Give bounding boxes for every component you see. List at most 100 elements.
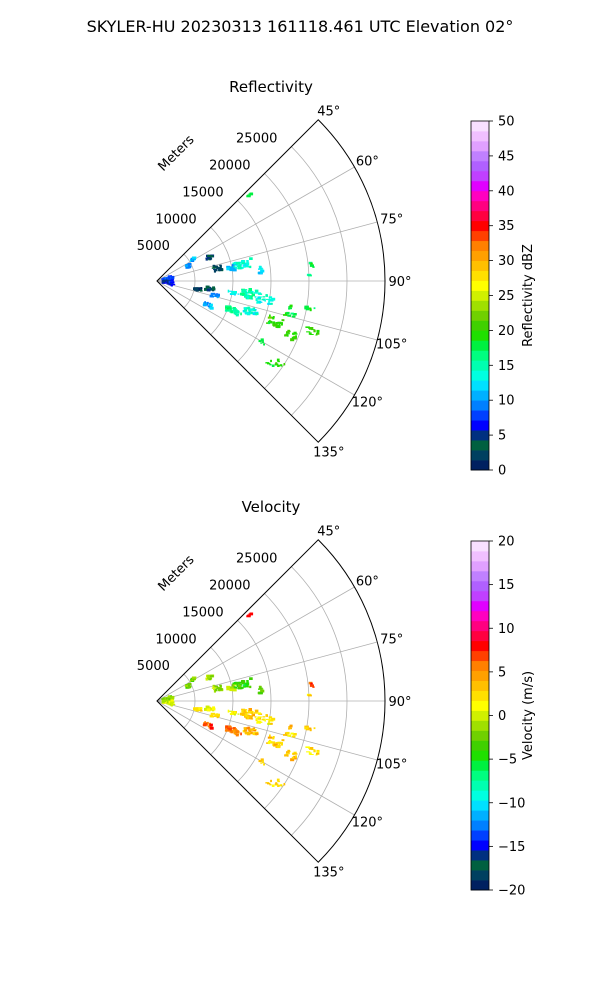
- echo-gate: [248, 193, 253, 196]
- echo-gate: [247, 614, 251, 617]
- echo-gate: [165, 699, 169, 703]
- echo-gate: [233, 264, 235, 268]
- colorbar-segment: [471, 220, 489, 232]
- echo-gate: [170, 697, 175, 700]
- echo-gate: [264, 719, 266, 722]
- colorbar-segment: [471, 390, 489, 401]
- echo-gate: [227, 289, 230, 293]
- echo-gate: [308, 326, 310, 329]
- echo-gate: [195, 289, 199, 292]
- sector-outline: [156, 539, 386, 863]
- echo-cluster: [242, 726, 259, 736]
- echo-gate: [192, 256, 197, 259]
- echo-cluster: [193, 287, 203, 292]
- echo-gate: [248, 710, 252, 714]
- echo-gate: [184, 684, 188, 687]
- echo-gate: [251, 713, 254, 716]
- echo-gate: [228, 308, 230, 311]
- colorbar-segment: [471, 860, 489, 871]
- echo-gate: [171, 703, 176, 706]
- colorbar-segment: [471, 430, 489, 441]
- echo-gate: [237, 687, 239, 690]
- echo-gate: [233, 686, 237, 689]
- echo-gate: [277, 321, 282, 324]
- echo-cluster: [304, 725, 316, 732]
- echo-gate: [260, 342, 263, 344]
- azimuth-gridline: [156, 280, 378, 341]
- echo-gate: [268, 296, 273, 299]
- echo-gate: [244, 729, 248, 732]
- echo-gate: [219, 688, 223, 691]
- echo-gate: [205, 677, 208, 681]
- echo-gate: [224, 729, 229, 732]
- colorbar-segment: [471, 130, 489, 142]
- echo-cluster: [240, 708, 263, 722]
- echo-gate: [257, 716, 261, 719]
- echo-gate: [245, 713, 249, 715]
- echo-gate: [289, 724, 293, 728]
- echo-gate: [229, 311, 232, 313]
- echo-gate: [248, 708, 252, 711]
- echo-gate: [187, 262, 192, 266]
- echo-gate: [286, 331, 290, 334]
- echo-gate: [212, 684, 216, 688]
- echo-gate: [306, 331, 311, 333]
- theta-tick-label: 135°: [313, 445, 344, 460]
- echo-gate: [237, 687, 242, 690]
- echo-gate: [233, 312, 237, 315]
- echo-cluster: [209, 712, 220, 719]
- echo-gate: [233, 731, 236, 734]
- colorbar-segment: [471, 660, 489, 672]
- echo-gate: [316, 751, 319, 753]
- colorbar-segment: [471, 810, 489, 821]
- colorbar-tick-label: 25: [498, 289, 515, 304]
- echo-gate: [209, 714, 213, 718]
- panel-title: Reflectivity: [229, 78, 313, 96]
- range-tick-label: 25000: [236, 132, 277, 147]
- echo-gate: [217, 293, 219, 297]
- echo-gate: [195, 709, 199, 712]
- echo-gate: [247, 295, 252, 299]
- colorbar-segment: [471, 640, 489, 652]
- echo-gate: [271, 717, 276, 721]
- echo-gate: [310, 754, 314, 755]
- echo-gate: [245, 297, 248, 299]
- colorbar-segment: [471, 300, 489, 311]
- colorbar-tick-label: 15: [498, 578, 515, 593]
- reflectivity-panel: Reflectivity 45° 60° 75° 90° 105° 120° 135° 5000…: [137, 78, 536, 479]
- echo-gate: [259, 300, 262, 303]
- echo-gate: [287, 754, 289, 757]
- echo-gate: [309, 308, 312, 312]
- echo-gate: [286, 751, 290, 754]
- echo-gate: [270, 722, 273, 725]
- echo-gate: [305, 746, 310, 748]
- echo-gate: [198, 289, 203, 292]
- echo-gate: [246, 680, 249, 682]
- azimuth-gridline: [156, 641, 378, 702]
- colorbar-segment: [471, 630, 489, 642]
- echo-gate: [267, 320, 273, 323]
- echo-gate: [308, 752, 312, 755]
- echo-gate: [295, 335, 297, 338]
- echo-gate: [248, 290, 252, 294]
- echo-cluster: [224, 305, 242, 317]
- colorbar-segment: [471, 170, 489, 182]
- echo-gate: [242, 686, 246, 688]
- echo-gate: [307, 307, 312, 309]
- echo-gate: [237, 713, 240, 715]
- echo-gate: [305, 728, 310, 731]
- echo-gate: [260, 689, 265, 693]
- echo-gate: [269, 783, 272, 786]
- echo-gate: [200, 287, 203, 290]
- echo-gate: [243, 289, 248, 291]
- echo-cluster: [240, 288, 263, 302]
- echo-gate: [207, 674, 211, 678]
- echo-gate: [211, 675, 214, 678]
- echo-gate: [252, 293, 255, 297]
- echo-gate: [192, 676, 197, 679]
- echo-gate: [233, 684, 235, 688]
- echo-gate: [204, 301, 206, 304]
- azimuth-gridline: [156, 166, 355, 282]
- echo-gate: [266, 714, 268, 717]
- echo-gate: [254, 289, 259, 293]
